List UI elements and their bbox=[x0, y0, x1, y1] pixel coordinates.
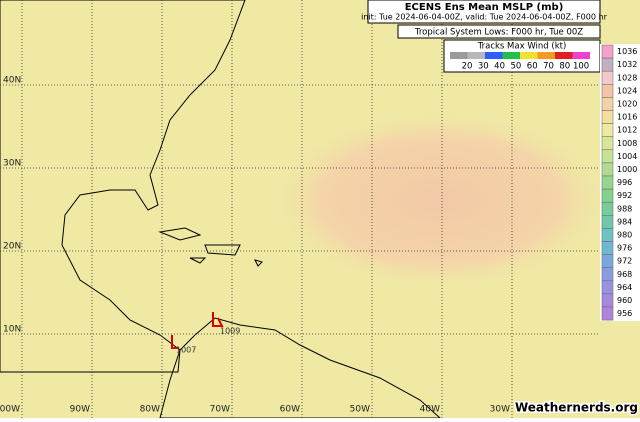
lon-label: 90W bbox=[70, 405, 90, 415]
wind-swatch bbox=[520, 52, 538, 59]
colorbar-cell bbox=[601, 44, 614, 59]
lon-label: 100W bbox=[0, 405, 20, 415]
lows-legend: Tropical System Lows: F000 hr, Tue 00Z bbox=[414, 28, 583, 38]
colorbar: 1036 1032 1028 1024 1020 1016 1012 1008 1004 1000… bbox=[600, 44, 640, 322]
colorbar-cell bbox=[601, 293, 614, 308]
colorbar-cell bbox=[601, 70, 614, 85]
lat-label: 20N bbox=[3, 242, 21, 252]
colorbar-label: 968 bbox=[617, 270, 632, 279]
colorbar-label: 996 bbox=[617, 178, 632, 187]
colorbar-label: 988 bbox=[617, 204, 632, 213]
colorbar-cell bbox=[601, 123, 614, 137]
colorbar-cell bbox=[601, 228, 614, 242]
colorbar-cell bbox=[601, 267, 614, 282]
lat-label: 10N bbox=[3, 325, 21, 335]
wind-label: 30 bbox=[478, 62, 489, 72]
colorbar-cell bbox=[601, 188, 614, 203]
colorbar-label: 956 bbox=[617, 309, 632, 318]
wind-label: 20 bbox=[462, 62, 473, 72]
colorbar-label: 980 bbox=[617, 230, 632, 239]
wind-swatch bbox=[572, 52, 590, 59]
colorbar-cell bbox=[601, 241, 614, 255]
wind-swatch bbox=[467, 52, 485, 59]
colorbar-label: 1004 bbox=[617, 152, 637, 161]
colorbar-cell bbox=[601, 162, 614, 177]
colorbar-label: 1000 bbox=[617, 165, 637, 174]
wind-label: 80 bbox=[559, 62, 570, 72]
colorbar-cell bbox=[601, 97, 614, 111]
colorbar-cell bbox=[601, 254, 614, 268]
wind-swatch bbox=[555, 52, 573, 59]
lon-label: 50W bbox=[350, 405, 370, 415]
subtitle: init: Tue 2024-06-04-00Z, valid: Tue 202… bbox=[361, 13, 607, 22]
wind-swatch bbox=[450, 52, 468, 59]
caribbean-islands bbox=[158, 227, 263, 267]
wind-label: 100 bbox=[573, 62, 589, 72]
lon-label: 30W bbox=[490, 405, 510, 415]
wind-legend: 20 30 40 50 60 70 80 100 bbox=[450, 52, 590, 72]
wind-swatch bbox=[502, 52, 520, 59]
low-track bbox=[171, 312, 224, 349]
tracks-legend-title: Tracks Max Wind (kt) bbox=[477, 42, 567, 52]
colorbar-label: 1032 bbox=[617, 60, 637, 69]
low-label: 1009 bbox=[220, 327, 240, 336]
colorbar-label: 976 bbox=[617, 244, 632, 253]
wind-label: 70 bbox=[543, 62, 554, 72]
colorbar-cell bbox=[601, 84, 614, 98]
colorbar-label: 964 bbox=[617, 283, 632, 292]
colorbar-label: 1016 bbox=[617, 113, 637, 122]
colorbar-cell bbox=[601, 280, 614, 295]
colorbar-label: 1012 bbox=[617, 126, 637, 135]
colorbar-label: 1020 bbox=[617, 99, 637, 108]
colorbar-cell bbox=[601, 215, 614, 229]
wind-label: 60 bbox=[527, 62, 538, 72]
lon-label: 40W bbox=[420, 405, 440, 415]
graticule bbox=[0, 0, 598, 418]
colorbar-cell bbox=[601, 306, 614, 321]
north-america bbox=[0, 0, 246, 373]
high-pressure bbox=[270, 110, 610, 290]
colorbar-cell bbox=[601, 57, 614, 72]
low-label: 1007 bbox=[176, 346, 196, 355]
axis-labels: 40N 30N 20N 10N 100W 90W 80W 70W 60W 50W 40W 30W 100… bbox=[0, 76, 510, 415]
colorbar-cell bbox=[601, 136, 614, 151]
wind-label: 40 bbox=[494, 62, 505, 72]
lon-label: 60W bbox=[280, 405, 300, 415]
colorbar-label: 972 bbox=[617, 257, 632, 266]
colorbar-cell bbox=[601, 175, 614, 190]
wind-swatch bbox=[537, 52, 555, 59]
header-box: ECENS Ens Mean MSLP (mb) init: Tue 2024-… bbox=[361, 0, 608, 73]
colorbar-label: 960 bbox=[617, 296, 632, 305]
lat-label: 40N bbox=[3, 76, 21, 86]
colorbar-cell bbox=[601, 110, 614, 124]
colorbar-label: 1024 bbox=[617, 86, 637, 95]
lat-label: 30N bbox=[3, 159, 21, 169]
wind-label: 50 bbox=[510, 62, 521, 72]
colorbar-label: 1036 bbox=[617, 47, 637, 56]
colorbar-label: 992 bbox=[617, 191, 632, 200]
footer: Weathernerds.org bbox=[515, 401, 638, 415]
colorbar-label: 984 bbox=[617, 217, 632, 226]
colorbar-cell bbox=[601, 149, 614, 164]
colorbar-cell bbox=[601, 201, 614, 216]
title: ECENS Ens Mean MSLP (mb) bbox=[405, 2, 564, 13]
lon-label: 70W bbox=[210, 405, 230, 415]
lon-label: 80W bbox=[140, 405, 160, 415]
colorbar-label: 1028 bbox=[617, 73, 637, 82]
colorbar-label: 1008 bbox=[617, 139, 637, 148]
wind-swatch bbox=[485, 52, 503, 59]
